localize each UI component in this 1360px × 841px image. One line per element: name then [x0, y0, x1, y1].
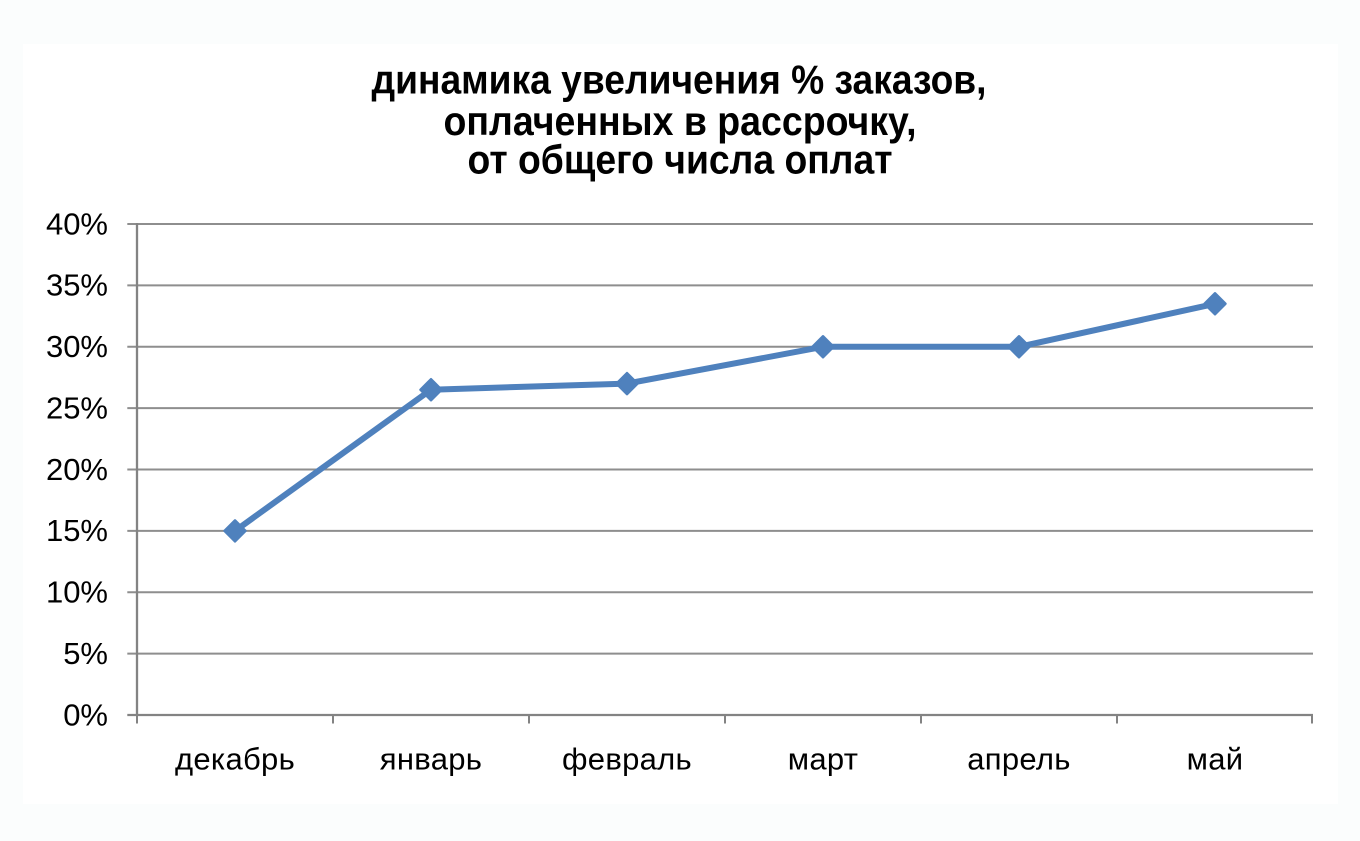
svg-text:35%: 35% — [46, 268, 108, 303]
svg-text:5%: 5% — [63, 636, 108, 671]
svg-text:динамика увеличения % заказов,: динамика увеличения % заказов, — [372, 56, 987, 102]
svg-text:от общего числа оплат: от общего числа оплат — [468, 137, 893, 183]
svg-text:февраль: февраль — [562, 742, 692, 777]
svg-text:0%: 0% — [63, 697, 108, 732]
svg-text:март: март — [788, 742, 859, 777]
svg-text:25%: 25% — [46, 390, 108, 425]
svg-text:20%: 20% — [46, 452, 108, 487]
svg-text:15%: 15% — [46, 513, 108, 548]
svg-text:май: май — [1187, 742, 1244, 777]
svg-text:апрель: апрель — [967, 742, 1071, 777]
svg-text:январь: январь — [380, 742, 482, 777]
svg-text:40%: 40% — [46, 206, 108, 241]
svg-text:декабрь: декабрь — [175, 742, 295, 777]
svg-text:30%: 30% — [46, 329, 108, 364]
svg-text:10%: 10% — [46, 575, 108, 610]
svg-text:оплаченных в рассрочку,: оплаченных в рассрочку, — [444, 98, 917, 144]
